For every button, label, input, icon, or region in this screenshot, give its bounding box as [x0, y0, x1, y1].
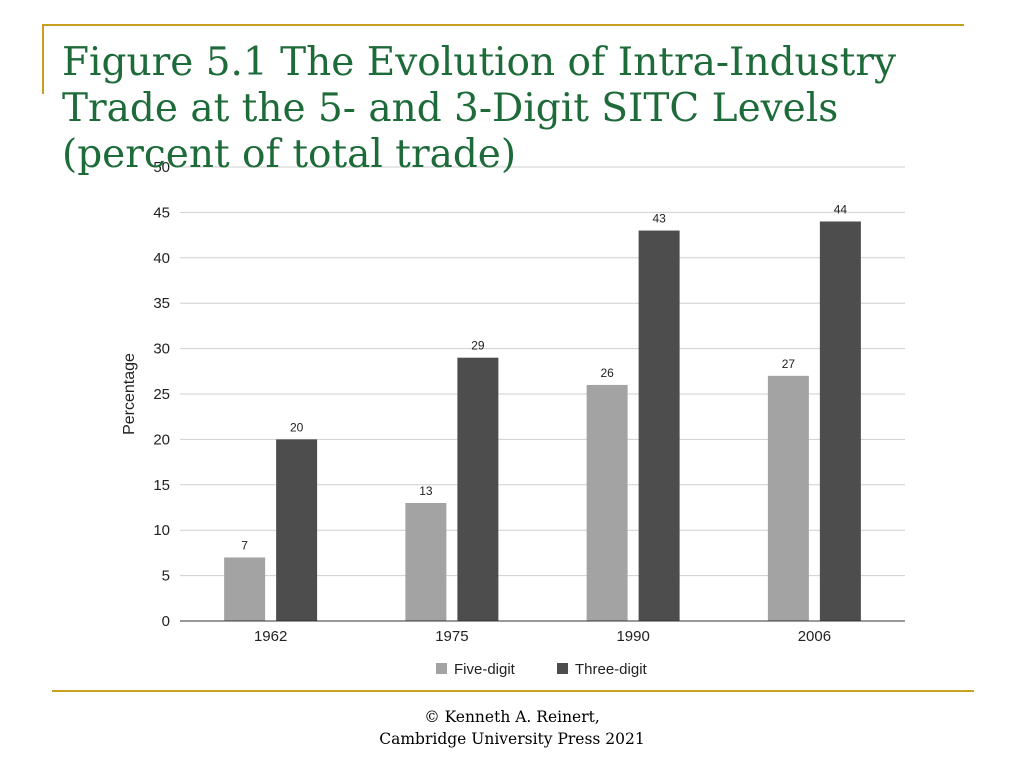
data-label: 20	[290, 420, 304, 434]
y-tick-label: 35	[153, 295, 170, 312]
legend-swatch	[557, 663, 568, 674]
copyright-footer: © Kenneth A. Reinert, Cambridge Universi…	[0, 706, 1024, 750]
top-accent-rule	[42, 24, 964, 26]
bar-five-digit-1990	[586, 384, 628, 621]
y-axis-ticks: 0 5 10 15 20 25 30 35 40 45 50	[153, 159, 170, 630]
data-label: 27	[782, 357, 796, 371]
y-axis-label: Percentage	[121, 353, 138, 435]
slide-title: Figure 5.1 The Evolution of Intra-Indust…	[62, 40, 897, 177]
legend-label: Three-digit	[575, 661, 648, 678]
data-label: 26	[600, 366, 614, 380]
bottom-accent-rule	[52, 690, 974, 692]
left-accent-rule	[42, 24, 44, 94]
bar-five-digit-2006	[767, 375, 809, 621]
x-tick-label: 1990	[616, 628, 649, 645]
footer-publisher: Cambridge University Press 2021	[379, 730, 645, 748]
x-axis-ticks: 1962 1975 1990 2006	[254, 628, 831, 645]
data-label: 13	[419, 484, 433, 498]
data-label: 44	[834, 202, 848, 216]
y-tick-label: 15	[153, 477, 170, 494]
chart-legend: Five-digit Three-digit	[436, 661, 648, 678]
data-label: 7	[241, 538, 248, 552]
bar-three-digit-2006	[819, 221, 861, 622]
y-tick-label: 10	[153, 522, 170, 539]
bar-three-digit-1962	[276, 439, 318, 621]
bar-three-digit-1990	[638, 230, 680, 621]
x-tick-label: 2006	[798, 628, 831, 645]
data-label: 29	[471, 339, 485, 353]
y-tick-label: 45	[153, 204, 170, 221]
y-tick-label: 0	[162, 613, 170, 630]
y-tick-label: 5	[162, 568, 170, 585]
bar-five-digit-1962	[224, 557, 266, 621]
x-tick-label: 1962	[254, 628, 287, 645]
y-tick-label: 50	[153, 159, 170, 176]
x-tick-label: 1975	[435, 628, 468, 645]
data-label: 43	[652, 212, 666, 226]
y-tick-label: 20	[153, 431, 170, 448]
footer-author: © Kenneth A. Reinert,	[424, 708, 600, 726]
y-tick-label: 40	[153, 250, 170, 267]
y-tick-label: 25	[153, 386, 170, 403]
chart-bars: 7 20 13 29 26 43 27 44	[224, 202, 861, 622]
bar-three-digit-1975	[457, 357, 499, 621]
y-tick-label: 30	[153, 341, 170, 358]
legend-swatch	[436, 663, 447, 674]
legend-label: Five-digit	[454, 661, 516, 678]
bar-five-digit-1975	[405, 502, 447, 621]
